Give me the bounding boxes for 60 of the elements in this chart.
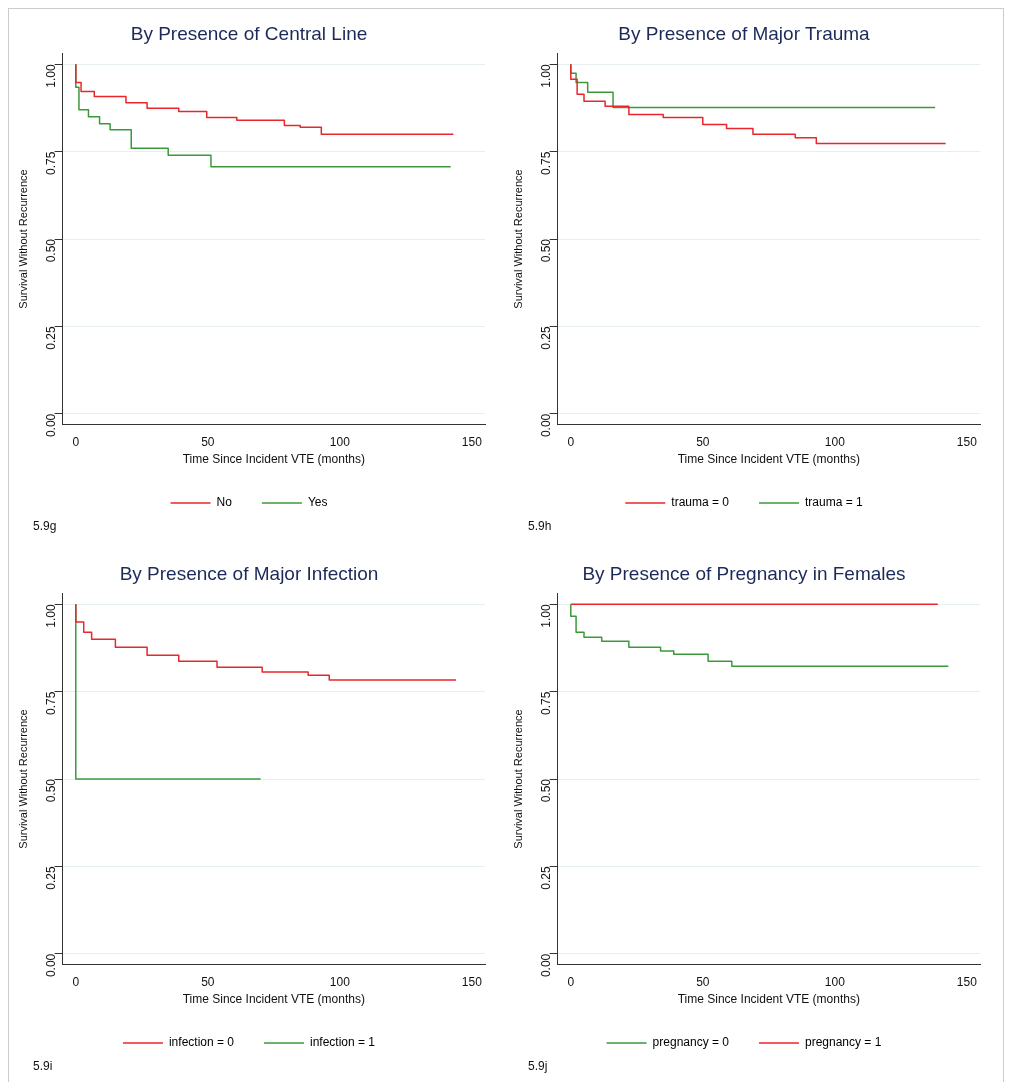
y-tick-label: 0.75 (43, 151, 58, 175)
legend-label: pregnancy = 0 (652, 1035, 730, 1050)
x-tick-label: 100 (824, 974, 846, 989)
legend-label: Yes (307, 495, 328, 510)
y-tick-label: 0.50 (538, 238, 553, 263)
y-tick-label: 0.25 (43, 326, 58, 350)
legend-label: trauma = 0 (671, 495, 730, 510)
y-tick-label: 0.00 (43, 413, 58, 438)
chart-title: By Presence of Major Trauma (618, 22, 871, 44)
y-tick-label: 0.50 (538, 778, 553, 803)
chart-title: By Presence of Pregnancy in Females (582, 562, 906, 584)
y-tick-label: 0.25 (538, 326, 553, 350)
x-tick-label: 100 (329, 434, 351, 449)
y-tick-label: 0.25 (538, 866, 553, 890)
x-tick-label: 150 (461, 974, 483, 989)
text: 5.9i (33, 1059, 54, 1073)
legend-label: No (216, 495, 233, 510)
text: 5.9h (528, 519, 553, 533)
y-tick-label: 0.50 (43, 778, 58, 803)
y-axis-title: Survival Without Recurrence (16, 709, 29, 849)
text: 5.9j (528, 1059, 549, 1073)
y-axis-title: Survival Without Recurrence (16, 169, 29, 309)
x-tick-label: 100 (824, 434, 846, 449)
x-tick-label: 50 (201, 434, 215, 449)
chart-title: By Presence of Central Line (130, 22, 368, 44)
x-tick-label: 50 (696, 974, 710, 989)
x-tick-label: 50 (696, 434, 710, 449)
legend-label: infection = 1 (310, 1035, 376, 1050)
legend-label: trauma = 1 (805, 495, 864, 510)
y-tick-label: 0.00 (538, 953, 553, 978)
x-axis-title: Time Since Incident VTE (months) (182, 992, 365, 1007)
y-tick-label: 0.00 (43, 953, 58, 978)
y-tick-label: 0.75 (538, 691, 553, 715)
x-tick-label: 150 (461, 434, 483, 449)
y-tick-label: 0.00 (538, 413, 553, 438)
x-axis-title: Time Since Incident VTE (months) (182, 452, 365, 467)
x-tick-label: 150 (956, 434, 978, 449)
y-tick-label: 1.00 (43, 63, 58, 88)
x-tick-label: 50 (201, 974, 215, 989)
x-tick-label: 0 (72, 974, 80, 989)
y-tick-label: 0.50 (43, 238, 58, 263)
y-tick-label: 0.75 (43, 691, 58, 715)
x-tick-label: 0 (72, 434, 80, 449)
y-tick-label: 0.25 (43, 866, 58, 890)
legend-label: pregnancy = 1 (805, 1035, 882, 1050)
y-tick-label: 0.75 (538, 151, 553, 175)
chart-title: By Presence of Major Infection (119, 562, 379, 584)
legend-label: infection = 0 (168, 1035, 235, 1050)
x-tick-label: 0 (567, 974, 575, 989)
y-tick-label: 1.00 (43, 603, 58, 628)
y-axis-title: Survival Without Recurrence (511, 169, 524, 309)
y-tick-label: 1.00 (538, 63, 553, 88)
x-tick-label: 100 (329, 974, 351, 989)
x-axis-title: Time Since Incident VTE (months) (677, 452, 860, 467)
y-axis-title: Survival Without Recurrence (511, 709, 524, 849)
x-tick-label: 150 (956, 974, 978, 989)
text: 5.9g (33, 519, 58, 533)
y-tick-label: 1.00 (538, 603, 553, 628)
x-tick-label: 0 (567, 434, 575, 449)
x-axis-title: Time Since Incident VTE (months) (677, 992, 860, 1007)
